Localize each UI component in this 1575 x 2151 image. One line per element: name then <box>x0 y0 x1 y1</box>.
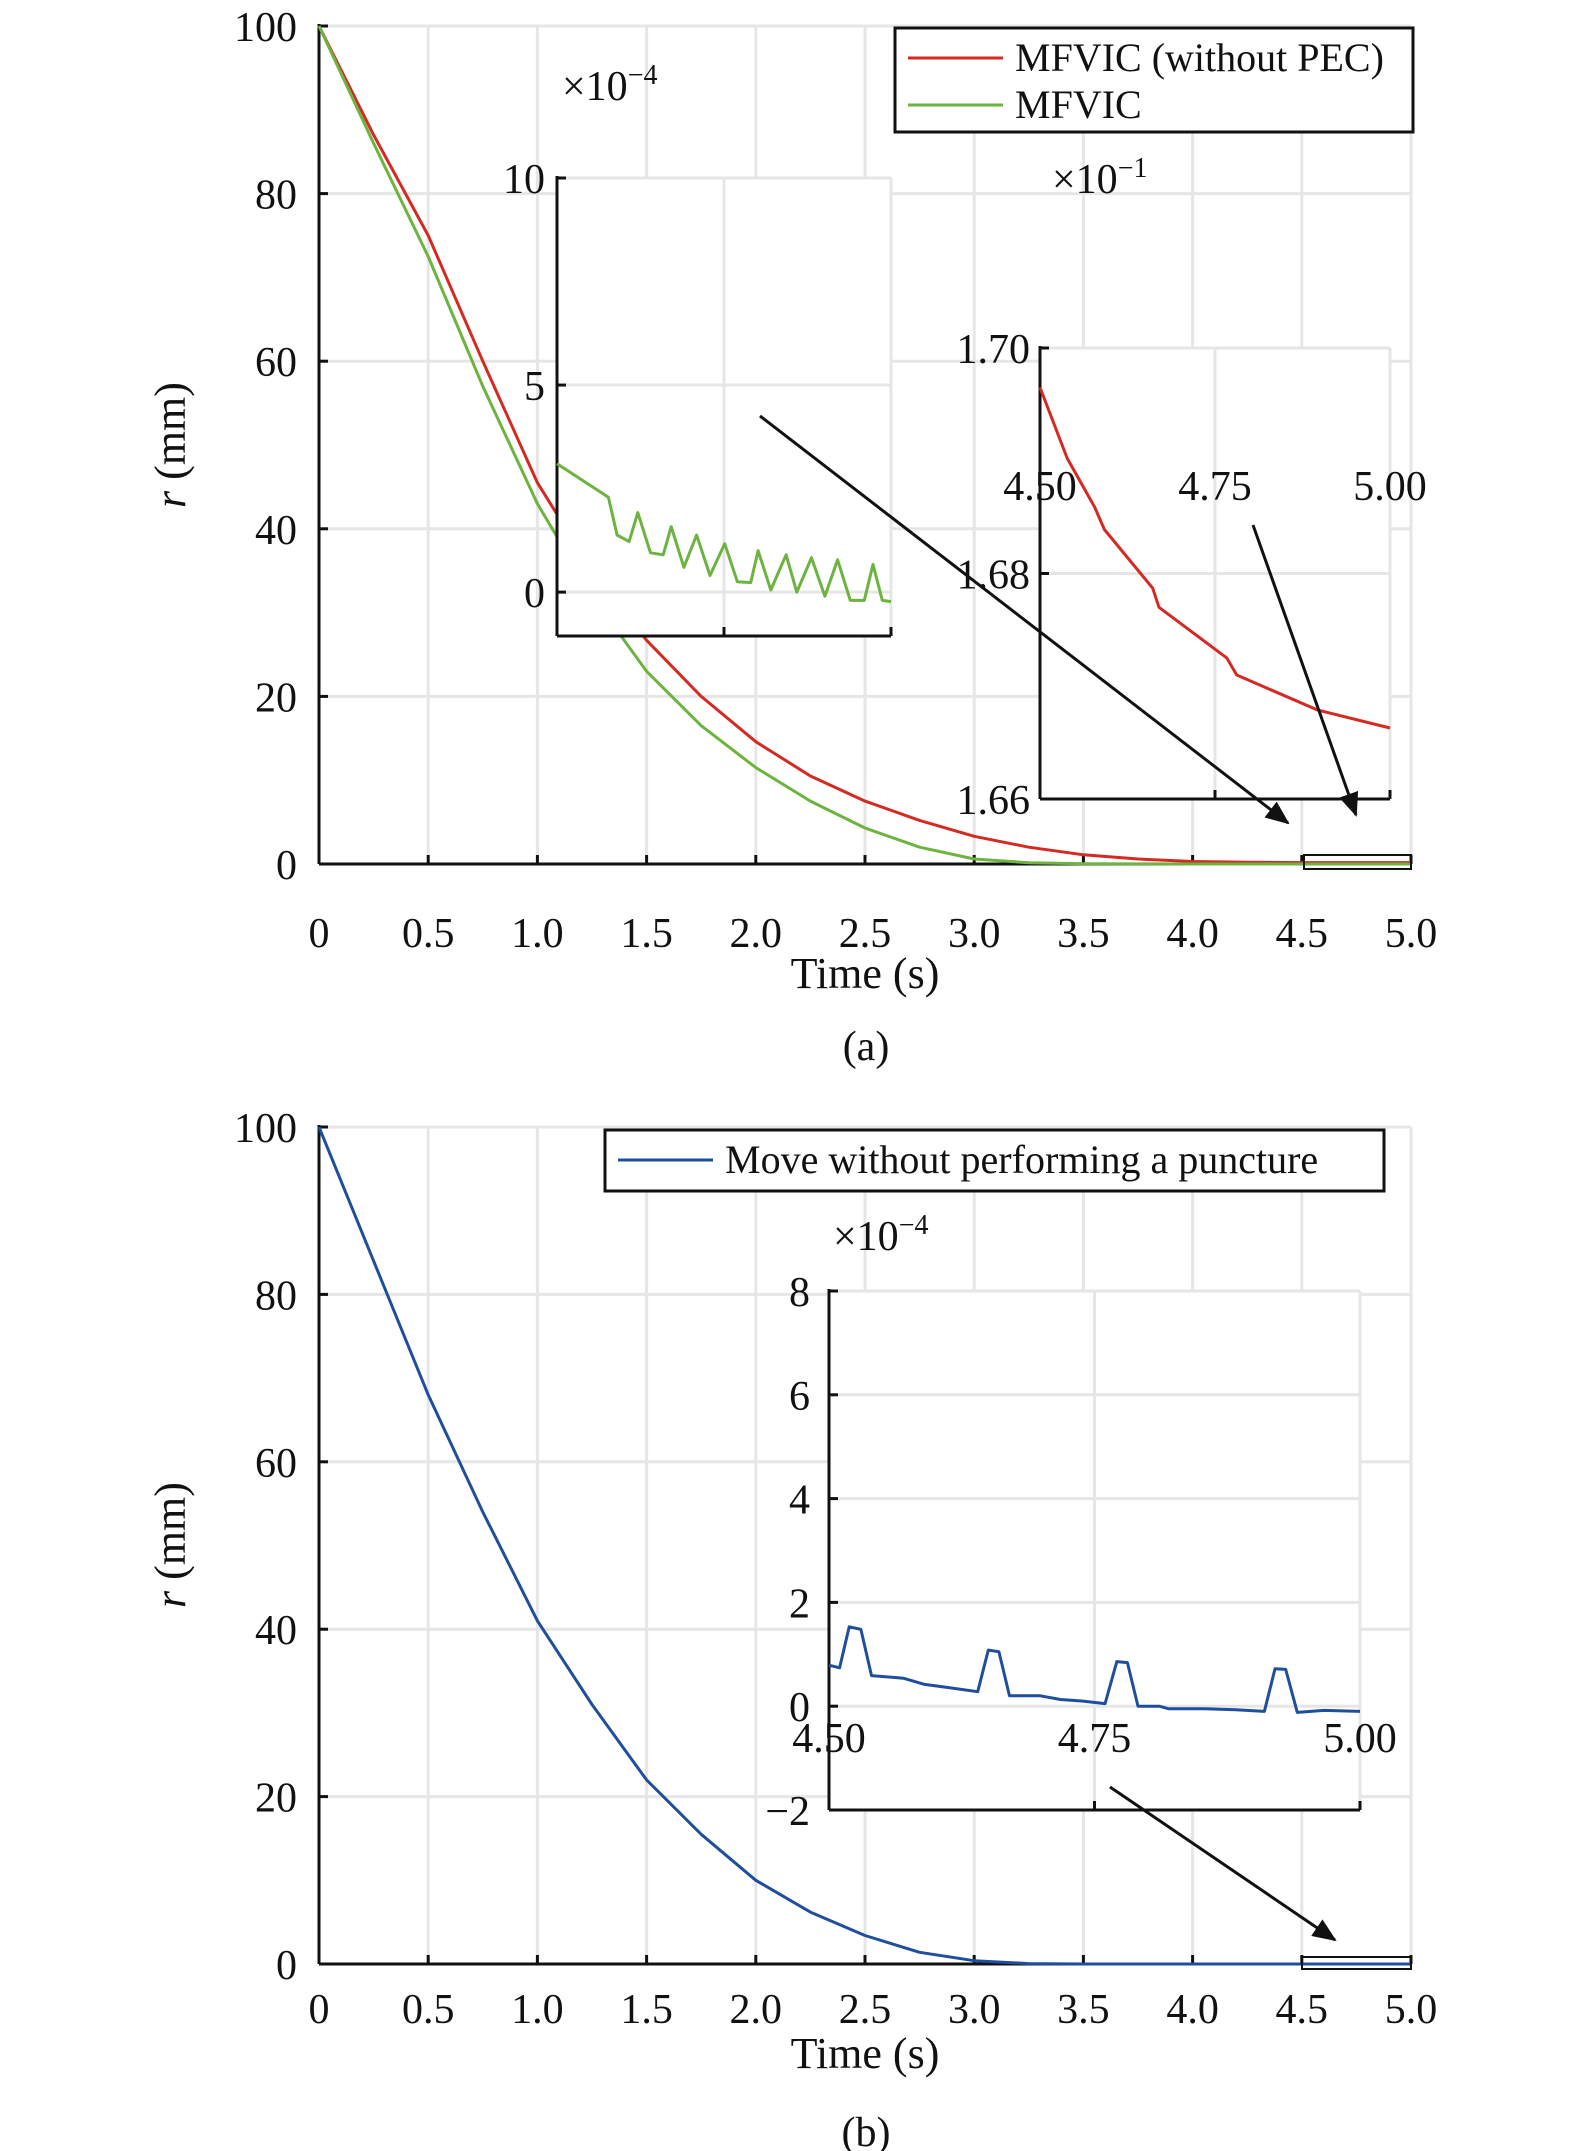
y-tick-label: −2 <box>765 1789 810 1835</box>
x-tick-label: 1.5 <box>620 1987 673 2033</box>
y-tick-label: 6 <box>789 1374 810 1420</box>
exponent-base: ×10 <box>1052 157 1118 203</box>
series-line-red <box>317 25 1411 865</box>
y-tick-label: 1.70 <box>957 327 1031 373</box>
x-tick-label: 2.5 <box>839 911 892 957</box>
exponent-label: ×10−4 <box>562 60 657 110</box>
exponent-label: ×10−1 <box>1052 153 1147 203</box>
y-tick-label: 100 <box>234 5 297 51</box>
x-tick-label: 3.0 <box>948 911 1001 957</box>
arrow-inset-green <box>759 414 1290 825</box>
x-tick-label: 1.5 <box>620 911 673 957</box>
x-tick-label: 2.0 <box>730 911 783 957</box>
exponent-power: −4 <box>899 1210 929 1241</box>
zoom-region-box-a <box>1303 854 1412 870</box>
x-tick-label: 1.0 <box>511 1987 564 2033</box>
exponent-base: ×10 <box>833 1214 899 1260</box>
y-tick-label: 0 <box>276 1943 297 1989</box>
legend-entry: MFVIC <box>1015 82 1142 127</box>
legend-box <box>893 26 1415 134</box>
y-axis-unit: (mm) <box>146 382 195 491</box>
x-tick-label: 4.5 <box>1276 911 1329 957</box>
panel-label-a: (a) <box>843 1024 890 1070</box>
series-line-green <box>317 25 1411 866</box>
y-tick-label: 10 <box>503 157 545 203</box>
exponent-label: ×10−4 <box>833 1210 928 1260</box>
x-tick-label: 0 <box>309 1987 330 2033</box>
y-tick-label: 60 <box>255 1441 297 1487</box>
x-axis-title: Time (s) <box>791 2029 940 2078</box>
y-tick-label: 5 <box>524 364 545 410</box>
exponent-base: ×10 <box>562 64 628 110</box>
x-tick-label: 4.50 <box>1003 464 1077 510</box>
y-tick-label: 0 <box>789 1685 810 1731</box>
x-tick-label: 4.75 <box>1178 464 1252 510</box>
x-tick-label: 5.0 <box>1385 1987 1438 2033</box>
y-tick-label: 40 <box>255 1608 297 1654</box>
arrow-inset-blue <box>1109 1785 1337 1942</box>
plot-inset-a-green: 0 5 10 ×10−4 <box>503 60 893 638</box>
exponent-power: −1 <box>1118 153 1148 184</box>
legend-entry: Move without performing a puncture <box>725 1137 1318 1182</box>
y-tick-label: 2 <box>789 1581 810 1627</box>
y-tick-label: 8 <box>789 1270 810 1316</box>
arrow-inset-red <box>1251 524 1359 817</box>
panel-label-b: (b) <box>842 2110 891 2151</box>
y-tick-label: 20 <box>255 1776 297 1822</box>
series-line-blue <box>317 1126 1411 1966</box>
legend-box <box>603 1128 1386 1193</box>
x-tick-label: 3.0 <box>948 1987 1001 2033</box>
x-tick-label: 5.00 <box>1323 1716 1397 1762</box>
x-tick-label: 4.0 <box>1166 1987 1219 2033</box>
x-tick-label: 0.5 <box>402 911 455 957</box>
x-tick-label: 0.5 <box>402 1987 455 2033</box>
y-tick-label: 0 <box>524 571 545 617</box>
y-axis-variable: r <box>146 490 195 508</box>
series-line-red <box>1038 386 1391 730</box>
zoom-region-box-b <box>1301 1956 1412 1970</box>
x-tick-label: 2.5 <box>839 1987 892 2033</box>
y-tick-label: 20 <box>255 675 297 721</box>
series-line-green <box>556 462 892 604</box>
legend-b: Move without performing a puncture <box>603 1128 1386 1193</box>
x-tick-label: 5.00 <box>1353 464 1427 510</box>
exponent-power: −4 <box>628 60 658 91</box>
x-tick-label: 5.0 <box>1385 911 1438 957</box>
series-line-blue <box>828 1625 1361 1714</box>
y-axis-title: r (mm) <box>146 382 195 508</box>
y-tick-label: 4 <box>789 1478 810 1524</box>
y-tick-label: 40 <box>255 508 297 554</box>
y-axis-title: r (mm) <box>146 1482 195 1608</box>
legend-a: MFVIC (without PEC)MFVIC <box>893 26 1415 134</box>
x-tick-label: 0 <box>309 911 330 957</box>
x-tick-label: 1.0 <box>511 911 564 957</box>
legend-entry: MFVIC (without PEC) <box>1015 35 1384 80</box>
y-axis-unit: (mm) <box>146 1482 195 1591</box>
x-tick-label: 2.0 <box>730 1987 783 2033</box>
x-tick-label: 4.5 <box>1276 1987 1329 2033</box>
x-tick-label: 3.5 <box>1057 1987 1110 2033</box>
y-tick-label: 80 <box>255 1273 297 1319</box>
y-axis-variable: r <box>146 1590 195 1608</box>
x-tick-label: 3.5 <box>1057 911 1110 957</box>
y-tick-label: 1.66 <box>957 778 1031 824</box>
x-tick-label: 4.0 <box>1166 911 1219 957</box>
x-tick-label: 4.50 <box>792 1716 866 1762</box>
y-tick-label: 100 <box>234 1106 297 1152</box>
y-tick-label: 0 <box>276 843 297 889</box>
plot-inset-a-red: 4.50 4.75 5.001.661.681.70×10−1 <box>957 153 1427 824</box>
y-tick-label: 80 <box>255 173 297 219</box>
y-tick-label: 60 <box>255 340 297 386</box>
plot-inset-b-blue: 4.50 4.75 5.00 −2 0 2 4 6 8 ×10−4 <box>765 1210 1396 1835</box>
x-tick-label: 4.75 <box>1058 1716 1132 1762</box>
x-axis-title: Time (s) <box>791 949 940 998</box>
